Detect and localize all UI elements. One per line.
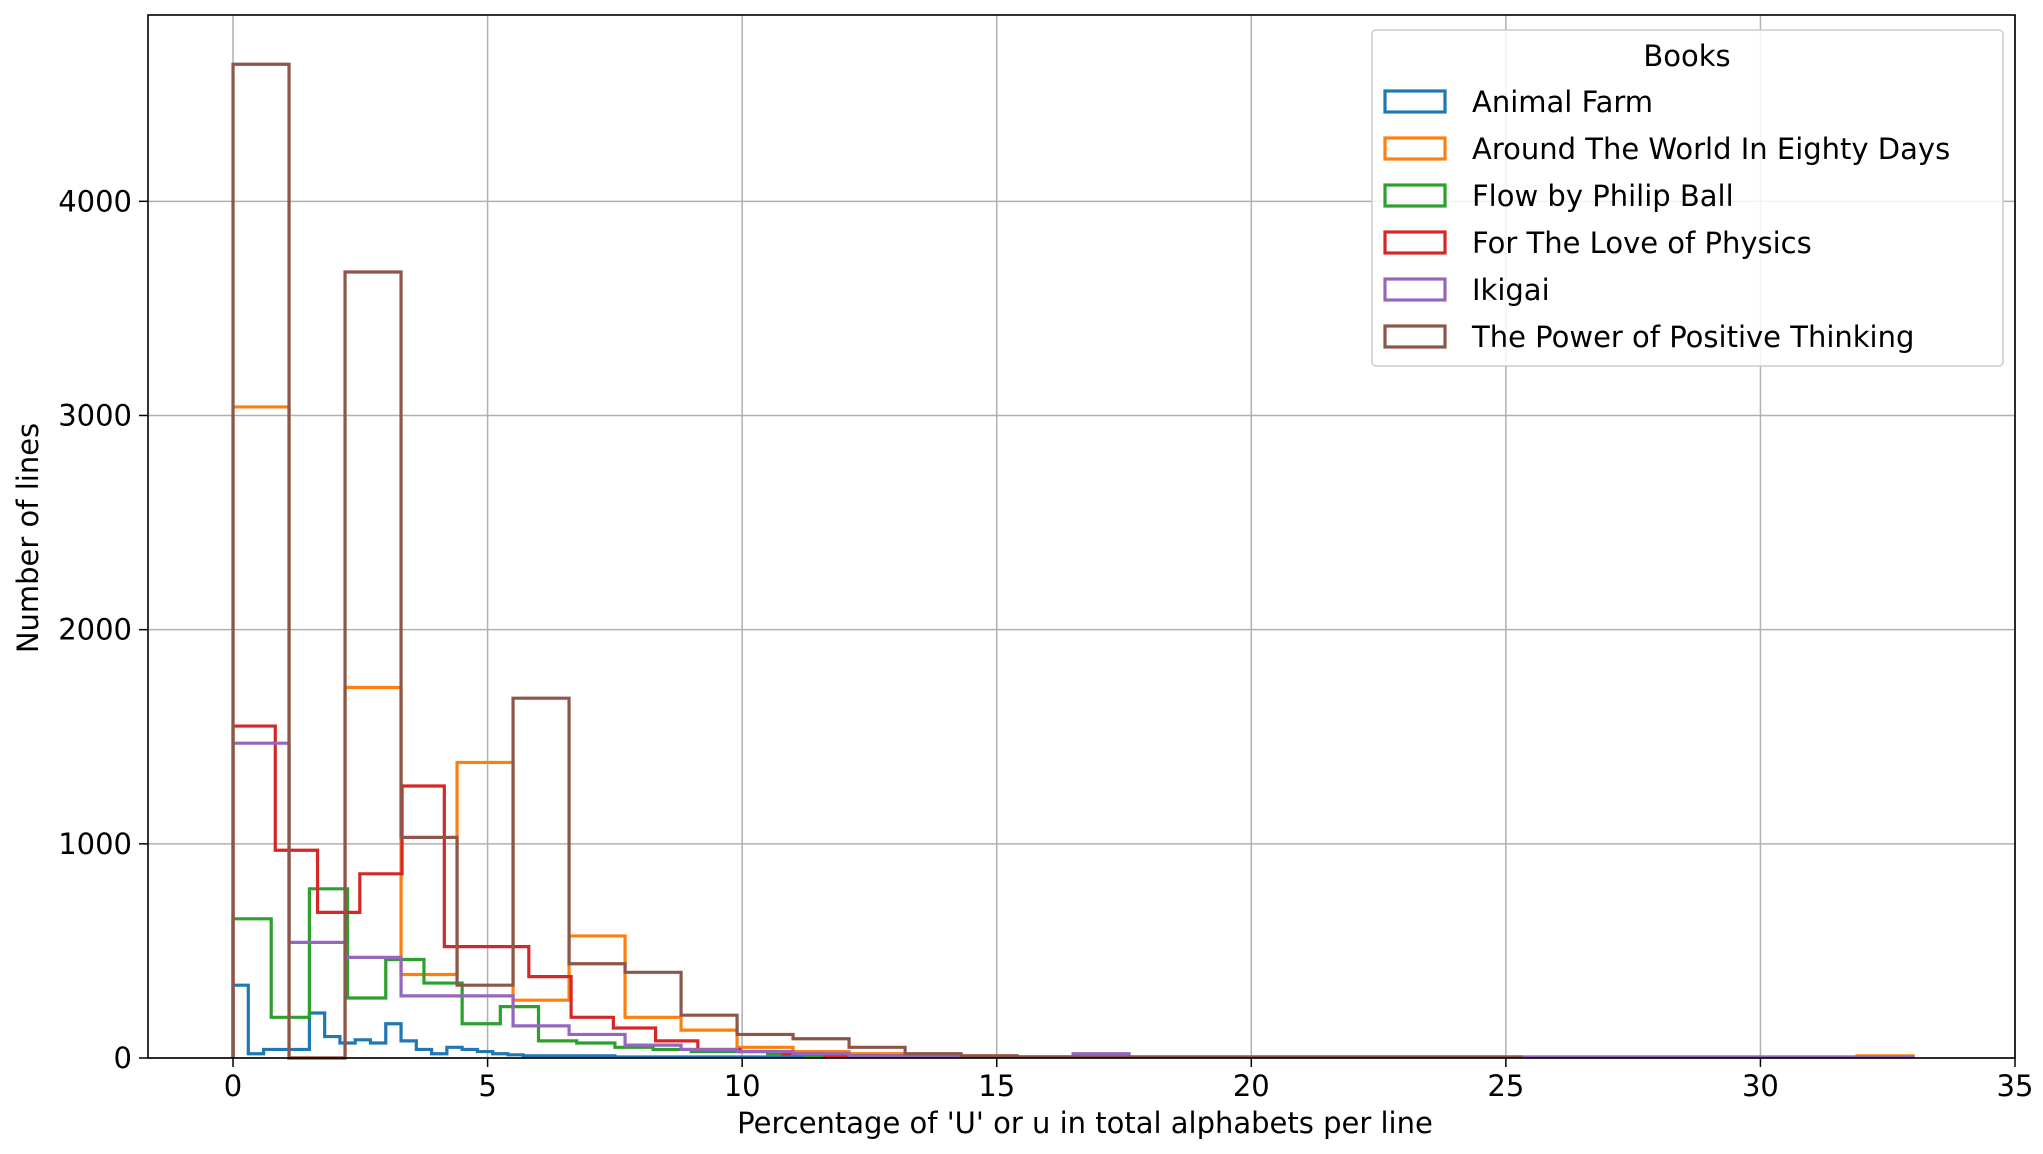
histogram-animal-farm	[231, 983, 846, 1059]
legend-box	[1371, 29, 2004, 367]
y-axis-ticks: 0 1000 2000 3000 4000	[58, 184, 148, 1075]
histogram-flow-by-philip-ball	[231, 887, 999, 1059]
x-tick-label: 25	[1487, 1069, 1524, 1103]
x-tick-label: 30	[1742, 1069, 1779, 1103]
x-tick-label: 10	[724, 1069, 761, 1103]
y-tick-label: 2000	[58, 613, 132, 647]
x-axis-ticks: 0 5 10 15 20 25 30 35	[224, 1058, 2034, 1103]
x-tick-label: 35	[1997, 1069, 2034, 1103]
legend-swatch	[1383, 183, 1447, 208]
legend-swatch	[1383, 324, 1447, 349]
plot-frame	[147, 14, 2016, 1059]
legend-swatch	[1383, 277, 1447, 302]
histogram-the-power-of-positive-thinking	[231, 62, 1523, 1060]
legend-label: For The Love of Physics	[1472, 226, 1812, 260]
y-axis-label: Number of lines	[11, 423, 45, 653]
legend-swatch	[1383, 136, 1447, 161]
legend-items: Animal Farm Around The World In Eighty Da…	[1383, 85, 1950, 354]
y-tick-label: 3000	[58, 398, 132, 432]
y-tick-label: 1000	[58, 827, 132, 861]
x-tick-label: 0	[224, 1069, 242, 1103]
legend-swatch	[1383, 89, 1447, 114]
legend-label: The Power of Positive Thinking	[1471, 320, 1914, 354]
legend-label: Ikigai	[1472, 273, 1550, 307]
x-axis-label: Percentage of 'U' or u in total alphabet…	[737, 1106, 1433, 1140]
histogram-ikigai	[231, 741, 1915, 1059]
legend-label: Animal Farm	[1472, 85, 1653, 119]
y-tick-label: 0	[114, 1041, 132, 1075]
histogram-for-the-love-of-physics	[231, 724, 1080, 1059]
legend-swatch	[1383, 230, 1447, 255]
histogram-series	[231, 62, 1915, 1060]
x-tick-label: 5	[478, 1069, 496, 1103]
legend-title: Books	[1643, 39, 1730, 73]
legend: Books Animal Farm Around The World In Eig…	[1371, 29, 2004, 367]
histogram-around-the-world-in-eighty-days	[231, 405, 1915, 1060]
y-tick-label: 4000	[58, 184, 132, 218]
legend-label: Flow by Philip Ball	[1472, 179, 1734, 213]
x-tick-label: 15	[978, 1069, 1015, 1103]
legend-label: Around The World In Eighty Days	[1472, 132, 1950, 166]
x-tick-label: 20	[1233, 1069, 1270, 1103]
